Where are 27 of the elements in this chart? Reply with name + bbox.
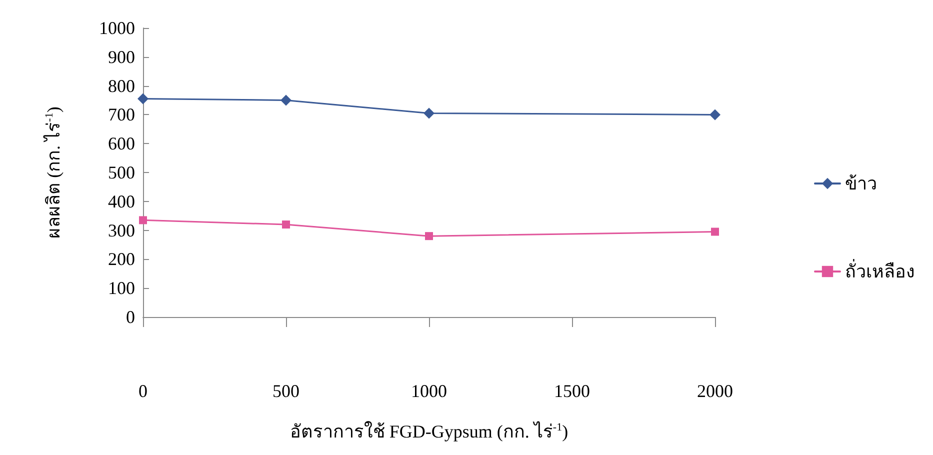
legend-label: ถั่วเหลือง xyxy=(845,258,915,282)
legend-label: ข้าว xyxy=(845,174,877,194)
point xyxy=(138,93,148,104)
point xyxy=(424,108,434,119)
y-tick-label: 0 xyxy=(126,307,135,327)
point xyxy=(710,109,720,120)
y-tick-label: 1000 xyxy=(99,18,135,38)
y-tick-label: 800 xyxy=(108,76,135,96)
y-tick-label: 200 xyxy=(108,249,135,270)
x-tick-label: 1000 xyxy=(411,381,447,401)
y-tick-label: 700 xyxy=(108,104,135,125)
y-tick-label: 900 xyxy=(108,46,135,67)
x-tick-label: 0 xyxy=(138,381,148,401)
y-axis-title: ผลผลิต (กก. ไร่-1) xyxy=(42,106,64,238)
point xyxy=(711,228,719,236)
y-tick-label: 300 xyxy=(108,220,135,240)
point xyxy=(280,94,292,106)
y-tick-label: 600 xyxy=(108,134,135,154)
x-tick-label: 2000 xyxy=(697,381,733,401)
x-tick-label: 1500 xyxy=(554,381,590,401)
point xyxy=(139,216,147,224)
y-tick-label: 500 xyxy=(108,162,135,182)
point xyxy=(282,220,290,229)
y-tick-label: 100 xyxy=(108,278,135,298)
point xyxy=(425,232,433,240)
x-tick-label: 500 xyxy=(272,381,300,401)
y-tick-label: 400 xyxy=(108,191,135,212)
